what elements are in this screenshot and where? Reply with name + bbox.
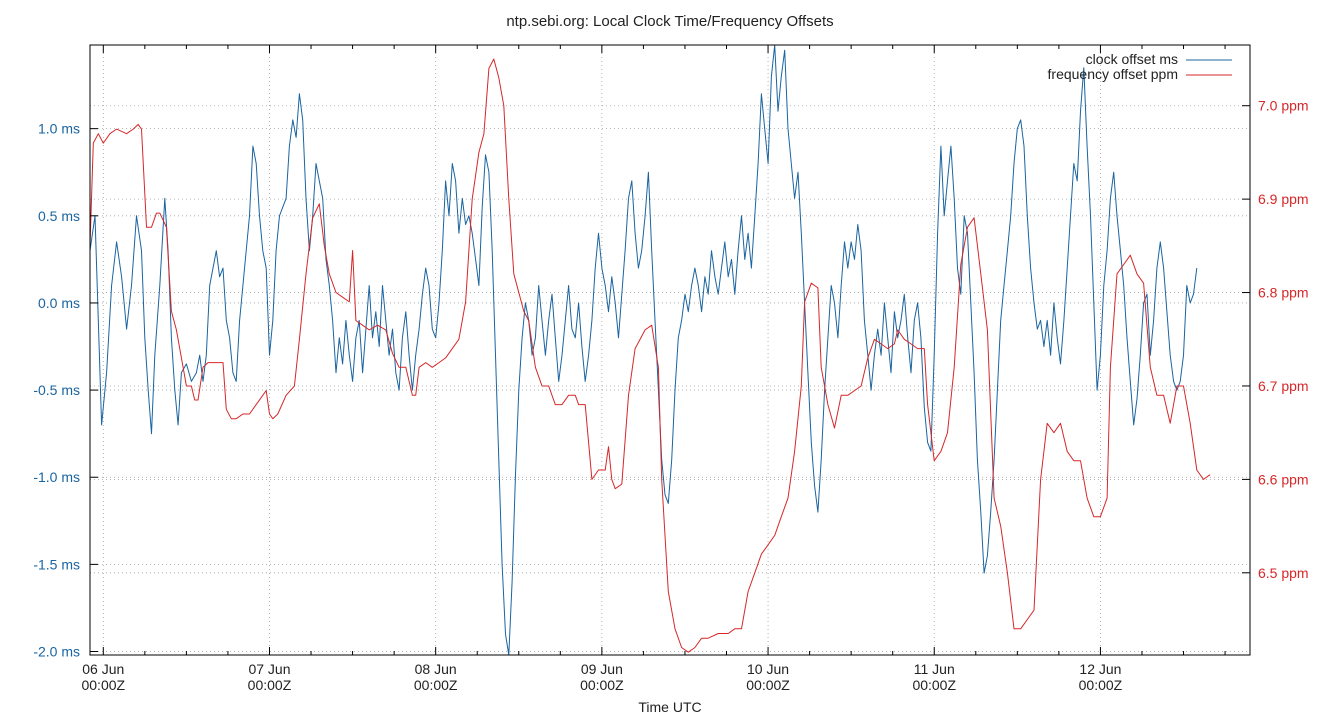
x-tick-label-time: 00:00Z: [248, 677, 292, 693]
series-line-frequency-offset: [89, 58, 1211, 653]
x-tick-label-time: 00:00Z: [1079, 677, 1123, 693]
x-tick-label-date: 06 Jun: [82, 661, 124, 677]
chart-title: ntp.sebi.org: Local Clock Time/Frequency…: [506, 13, 833, 30]
x-tick-label-date: 10 Jun: [747, 661, 789, 677]
y-left-tick-label: -1.5 ms: [33, 556, 80, 572]
series-layer: [89, 44, 1211, 656]
x-tick-label-time: 00:00Z: [414, 677, 458, 693]
y-right-tick-label: 6.8 ppm: [1258, 285, 1309, 301]
legend-label-clock-offset: clock offset ms: [1086, 51, 1178, 67]
y-right-tick-label: 6.5 ppm: [1258, 565, 1309, 581]
x-tick-label-date: 12 Jun: [1079, 661, 1121, 677]
x-tick-label-time: 00:00Z: [746, 677, 790, 693]
y-left-tick-label: -0.5 ms: [33, 382, 80, 398]
y-left-tick-label: 0.5 ms: [38, 208, 80, 224]
x-tick-label-time: 00:00Z: [81, 677, 125, 693]
legend: clock offset ms frequency offset ppm: [1048, 51, 1232, 82]
y-left-tick-label: 0.0 ms: [38, 295, 80, 311]
x-tick-label-date: 11 Jun: [914, 661, 955, 677]
x-tick-label-time: 00:00Z: [580, 677, 624, 693]
y-right-tick-label: 6.9 ppm: [1258, 191, 1309, 207]
y-right-tick-label: 6.7 ppm: [1258, 378, 1309, 394]
y-right-tick-label: 6.6 ppm: [1258, 471, 1309, 487]
x-tick-label-date: 09 Jun: [581, 661, 623, 677]
x-tick-label-date: 08 Jun: [415, 661, 457, 677]
plot-frame: [89, 44, 1251, 656]
y-left-tick-label: -2.0 ms: [33, 644, 80, 660]
y-left-tick-label: -1.0 ms: [33, 469, 80, 485]
y-left-tick-label: 1.0 ms: [38, 121, 80, 137]
grid: [90, 45, 1250, 655]
x-axis-label: Time UTC: [638, 699, 701, 715]
legend-label-frequency-offset: frequency offset ppm: [1048, 66, 1178, 82]
x-tick-label-time: 00:00Z: [912, 677, 956, 693]
series-line-clock-offset: [89, 44, 1198, 656]
y-right-tick-label: 7.0 ppm: [1258, 98, 1309, 114]
x-tick-label-date: 07 Jun: [248, 661, 290, 677]
